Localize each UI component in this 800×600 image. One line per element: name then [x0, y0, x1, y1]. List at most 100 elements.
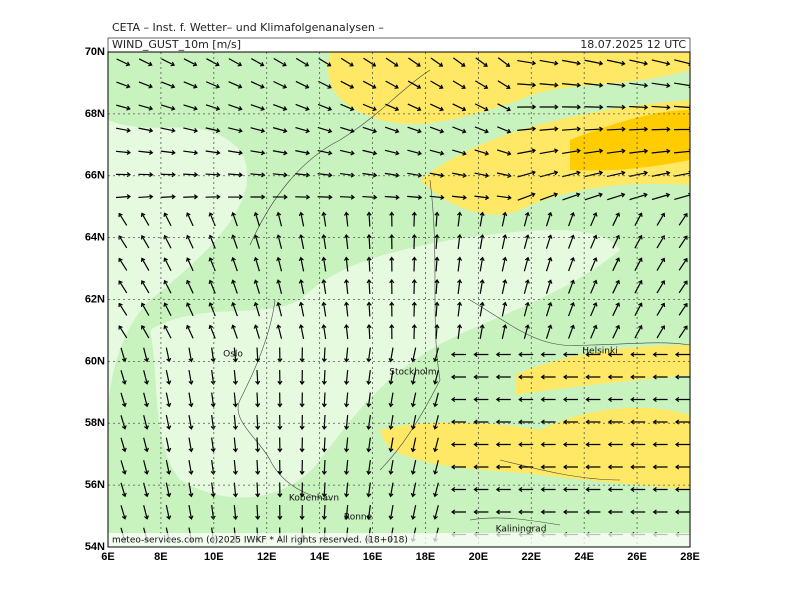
- city-label: Kobenhavn: [289, 494, 339, 504]
- wind-arrow: [450, 509, 466, 515]
- wind-arrow: [568, 301, 575, 317]
- wind-arrow: [584, 148, 604, 154]
- wind-arrow: [143, 505, 149, 520]
- wind-arrow: [450, 486, 466, 493]
- wind-arrow: [295, 194, 311, 200]
- wind-arrow: [277, 369, 283, 386]
- wind-arrow: [389, 323, 395, 340]
- wind-arrow: [255, 437, 261, 453]
- wind-arrow: [388, 482, 394, 498]
- wind-arrow: [163, 324, 172, 339]
- wind-arrow: [629, 104, 649, 110]
- lat-label: 64N: [85, 232, 105, 244]
- wind-arrow: [276, 279, 283, 294]
- wind-arrow: [366, 211, 372, 227]
- wind-arrow: [251, 58, 265, 67]
- wind-arrow: [295, 126, 310, 134]
- wind-arrow: [188, 370, 194, 385]
- wind-arrow: [362, 103, 377, 112]
- wind-arrow: [584, 170, 604, 178]
- wind-arrow: [385, 103, 400, 112]
- wind-arrow: [231, 256, 238, 272]
- wind-arrow: [138, 81, 153, 89]
- wind-arrow: [411, 256, 417, 272]
- wind-arrow: [518, 509, 534, 515]
- wind-arrow: [250, 194, 266, 200]
- wind-arrow: [120, 482, 127, 498]
- wind-arrow: [430, 80, 444, 89]
- wind-arrow: [163, 302, 172, 316]
- wind-arrow: [545, 256, 553, 272]
- wind-arrow: [231, 324, 238, 339]
- wind-arrow: [384, 149, 400, 156]
- footer: meteo-services.com (c)2025 IWKF * All ri…: [112, 536, 408, 546]
- map-frame: [107, 51, 691, 548]
- wind-arrow: [457, 279, 463, 295]
- wind-arrow: [138, 58, 153, 67]
- wind-arrow: [584, 59, 604, 66]
- wind-arrow: [475, 57, 488, 67]
- wind-arrow: [120, 415, 127, 430]
- wind-arrow: [321, 279, 327, 295]
- wind-arrow: [116, 81, 131, 89]
- wind-arrow: [250, 150, 266, 156]
- wind-arrow: [606, 104, 626, 110]
- wind-arrow: [433, 460, 439, 475]
- wind-arrow: [674, 374, 690, 380]
- wind-arrow: [298, 211, 305, 227]
- wind-arrow: [568, 211, 575, 227]
- wind-arrow: [205, 172, 221, 178]
- wind-arrow: [276, 211, 283, 227]
- wind-arrow: [118, 325, 128, 339]
- wind-arrow: [651, 82, 671, 88]
- wind-arrow: [501, 279, 508, 294]
- wind-arrow: [163, 212, 172, 226]
- wind-arrow: [517, 59, 537, 66]
- wind-arrow: [562, 374, 578, 380]
- wind-arrow: [366, 301, 372, 317]
- wind-arrow: [228, 127, 243, 134]
- wind-arrow: [433, 392, 439, 408]
- wind-arrow: [210, 392, 216, 408]
- wind-arrow: [585, 396, 601, 403]
- wind-arrow: [277, 392, 283, 408]
- wind-arrow: [232, 414, 238, 430]
- wind-arrow: [298, 301, 305, 317]
- wind-arrow: [250, 104, 265, 111]
- wind-arrow: [606, 126, 626, 132]
- wind-arrow: [562, 486, 578, 493]
- wind-arrow: [276, 256, 283, 272]
- wind-arrow: [343, 324, 350, 340]
- lon-label: 24E: [574, 551, 594, 563]
- wind-arrow: [343, 301, 350, 317]
- wind-arrow: [607, 374, 623, 380]
- wind-arrow: [186, 212, 194, 227]
- wind-arrow: [344, 437, 350, 453]
- wind-arrow: [612, 302, 621, 317]
- wind-arrow: [429, 126, 445, 134]
- wind-arrow: [545, 301, 553, 317]
- wind-arrow: [298, 324, 305, 339]
- wind-arrow: [434, 301, 440, 317]
- wind-arrow: [652, 396, 668, 403]
- wind-arrow: [186, 302, 194, 317]
- wind-arrow: [651, 148, 671, 154]
- wind-arrow: [475, 80, 489, 90]
- wind-arrow: [495, 441, 511, 448]
- wind-arrow: [433, 505, 439, 520]
- wind-arrow: [205, 81, 220, 89]
- wind-arrow: [501, 324, 508, 339]
- wind-arrow: [517, 126, 537, 132]
- wind-arrow: [474, 149, 490, 156]
- wind-arrow: [321, 414, 327, 431]
- wind-arrow: [188, 437, 194, 453]
- wind-arrow: [183, 127, 199, 133]
- wind-arrow: [562, 419, 578, 425]
- wind-arrow: [366, 459, 372, 475]
- wind-arrow: [389, 233, 395, 250]
- wind-arrow: [678, 235, 688, 249]
- wind-arrow: [298, 279, 305, 294]
- wind-arrow: [205, 194, 221, 200]
- wind-arrow: [585, 374, 601, 380]
